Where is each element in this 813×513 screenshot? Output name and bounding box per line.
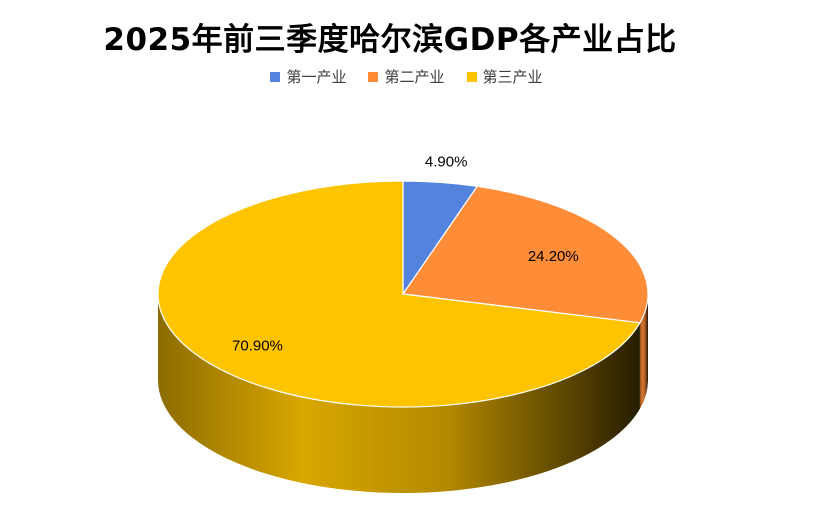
data-label-3: 70.90% (232, 338, 283, 355)
pie-side-3 (158, 294, 640, 493)
pie-side-2 (639, 294, 648, 409)
data-label-1: 4.90% (425, 154, 468, 171)
legend-swatch-tertiary (466, 71, 477, 82)
legend-item-primary: 第一产业 (270, 66, 346, 87)
legend-item-secondary: 第二产业 (368, 66, 445, 87)
data-label-2: 24.20% (528, 248, 579, 265)
pie-slice-3 (157, 180, 641, 408)
legend: 第一产业 第二产业 第三产业 (0, 66, 813, 87)
pie-slice-2 (401, 185, 649, 324)
legend-label-secondary: 第二产业 (384, 68, 445, 86)
legend-swatch-secondary (368, 71, 379, 82)
legend-item-tertiary: 第三产业 (466, 66, 543, 87)
legend-label-tertiary: 第三产业 (482, 68, 543, 86)
legend-label-primary: 第一产业 (286, 68, 347, 86)
legend-swatch-primary (270, 71, 281, 82)
chart-title: 2025年前三季度哈尔滨GDP各产业占比 (103, 22, 677, 58)
